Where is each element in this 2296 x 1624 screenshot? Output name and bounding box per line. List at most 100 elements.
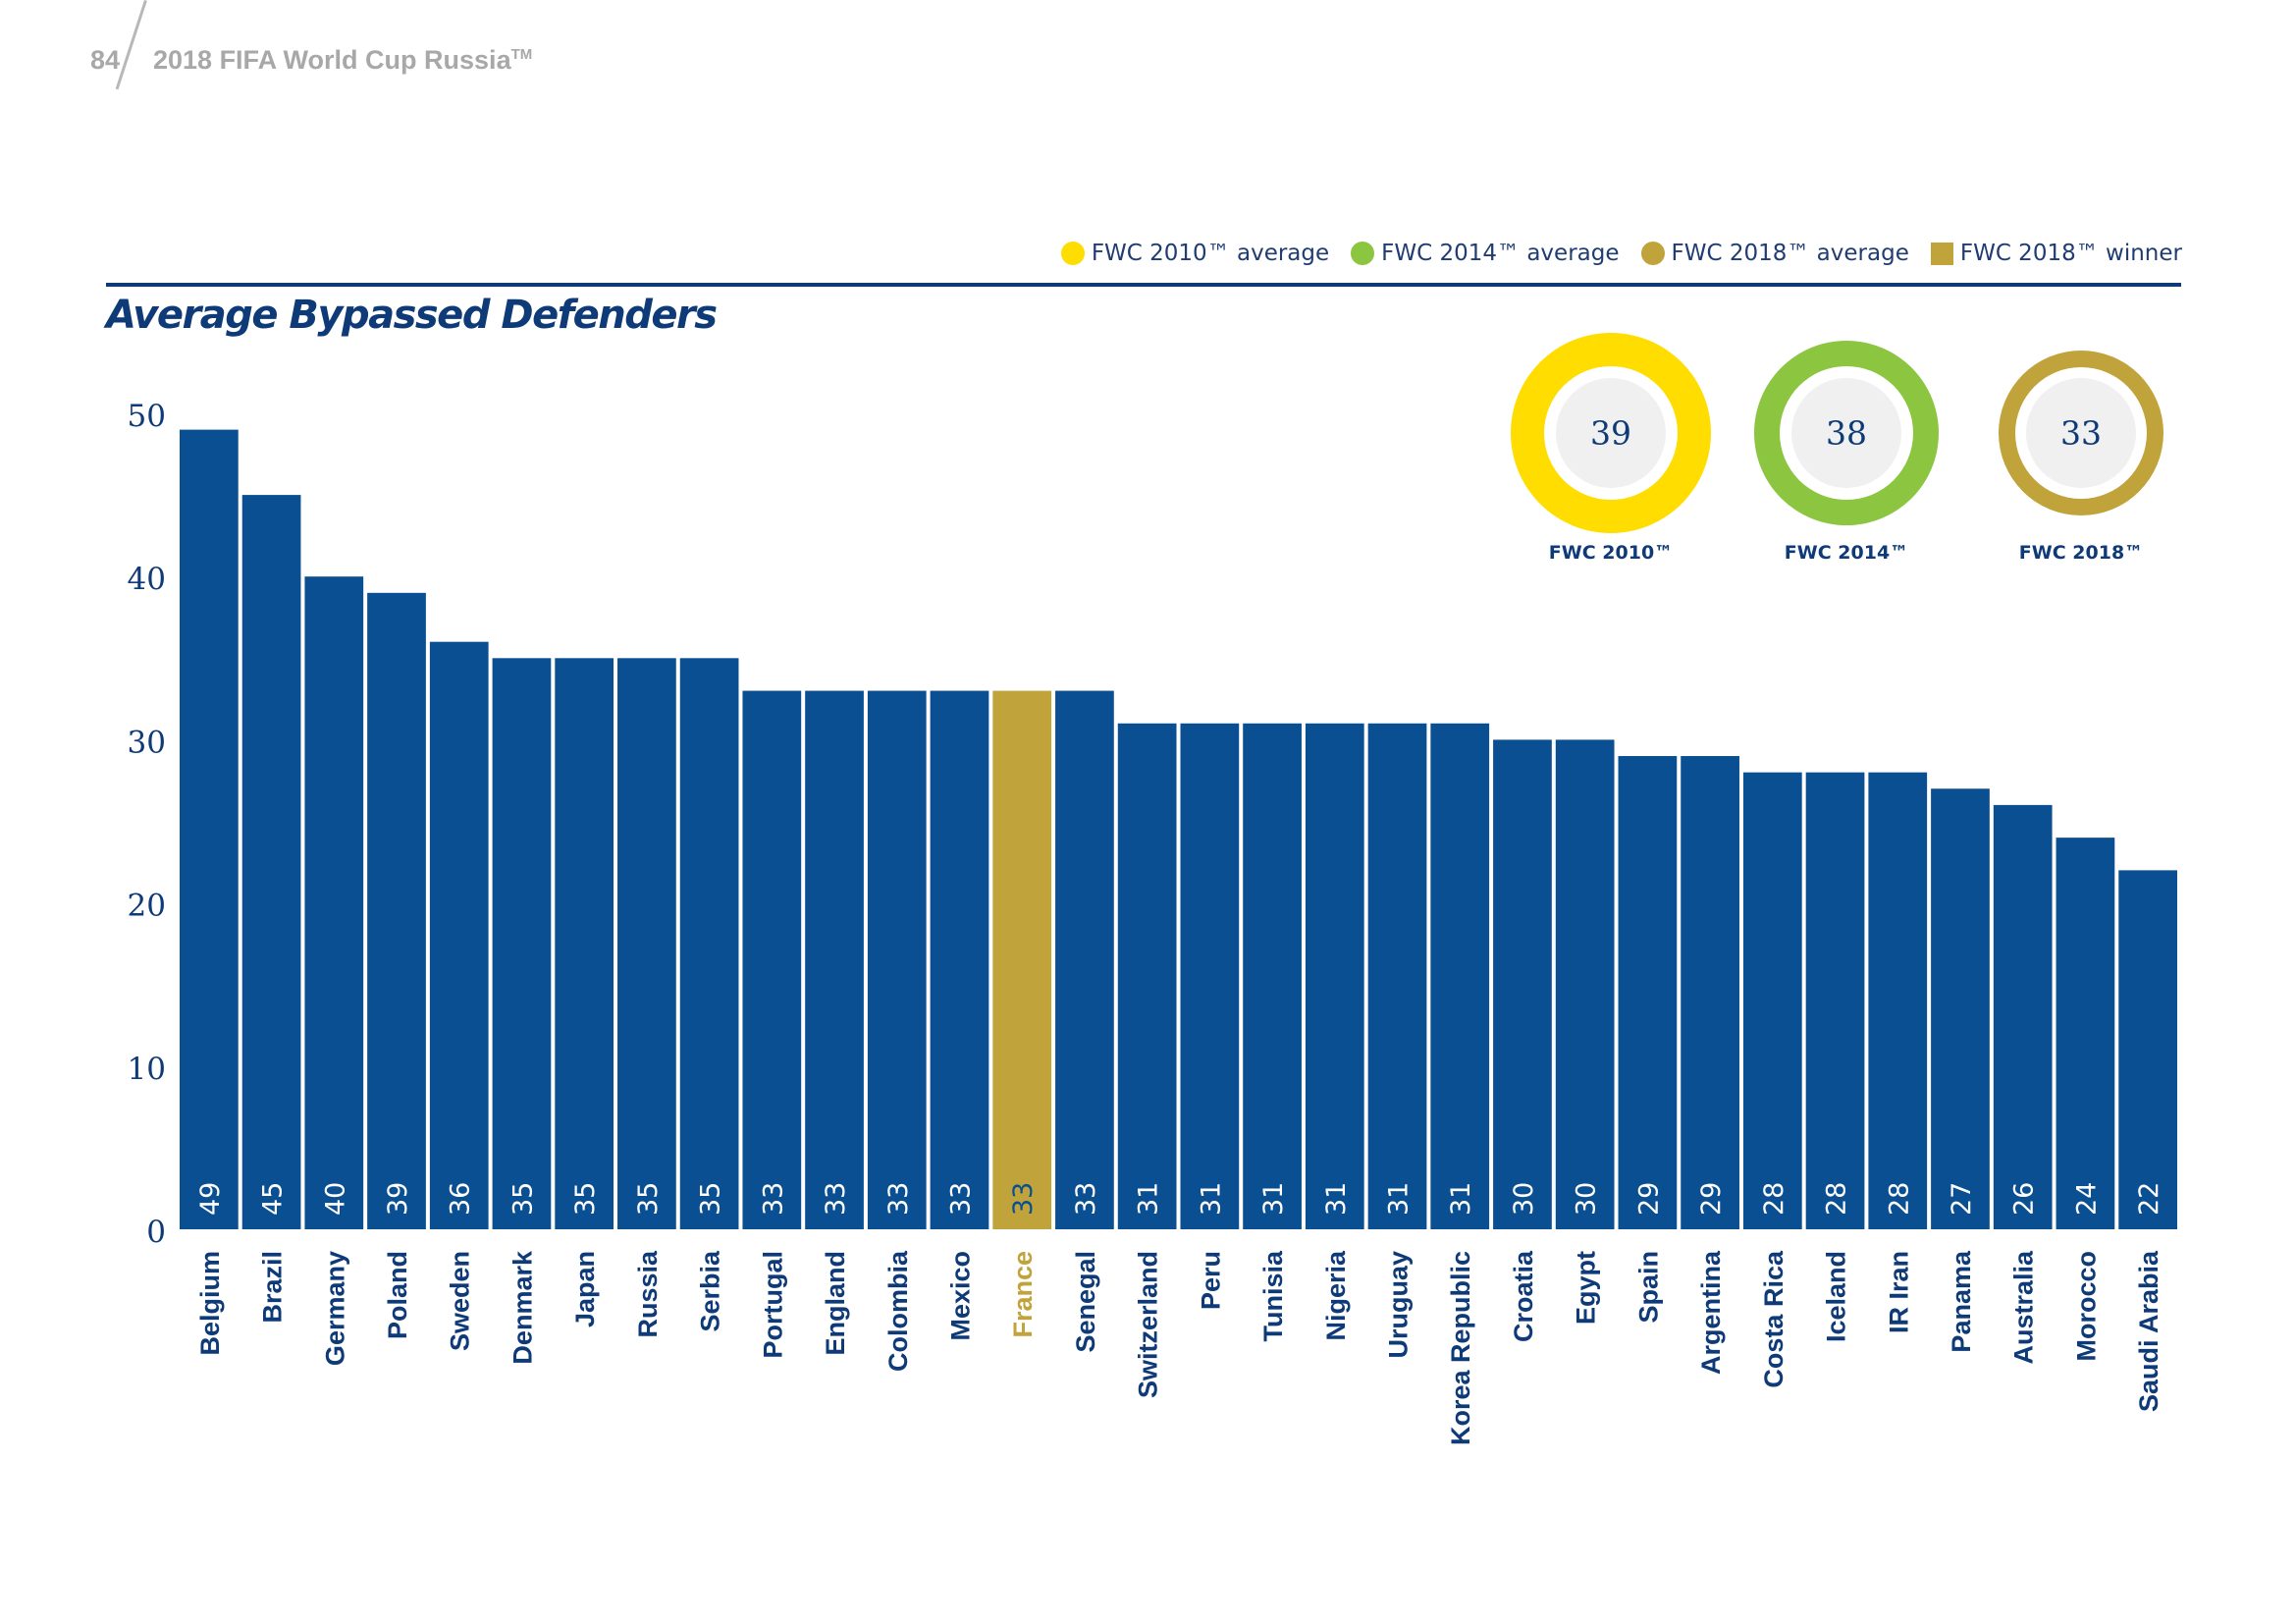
donut-label: FWC 2018™	[2018, 542, 2144, 564]
bar-value-label: 31	[1196, 1182, 1226, 1216]
category-label: Morocco	[2071, 1251, 2101, 1362]
bar-value-label: 29	[1633, 1182, 1664, 1216]
publication-title-text: 2018 FIFA World Cup Russia	[153, 45, 511, 75]
bar	[1931, 788, 1990, 1229]
page-number: 84	[90, 45, 121, 75]
bar-value-label: 31	[1134, 1182, 1164, 1216]
bar-value-label: 31	[1321, 1182, 1352, 1216]
bar-value-label: 35	[696, 1182, 726, 1216]
category-label: Serbia	[696, 1250, 725, 1332]
bar	[492, 658, 552, 1229]
bar	[679, 658, 739, 1229]
donut-graphics	[1511, 333, 2163, 533]
category-label: Saudi Arabia	[2134, 1250, 2163, 1412]
bar-value-label: 24	[2071, 1182, 2102, 1216]
donut-hole	[1556, 378, 1666, 488]
bar-value-label: 27	[1947, 1182, 1977, 1216]
category-label: Spain	[1633, 1251, 1663, 1324]
category-label: Poland	[383, 1251, 412, 1339]
category-label: England	[821, 1251, 850, 1356]
category-label: Switzerland	[1134, 1251, 1163, 1398]
legend-dot-swatch	[1640, 242, 1665, 265]
bar-value-label: 30	[1509, 1182, 1539, 1216]
legend-dot-swatch	[1060, 242, 1085, 265]
bar	[2118, 870, 2177, 1229]
category-label: Senegal	[1071, 1251, 1100, 1353]
bar-value-label: 33	[883, 1182, 914, 1216]
donut-hole	[1791, 378, 1901, 488]
bar	[1305, 723, 1364, 1229]
bar	[617, 658, 676, 1229]
bar	[1493, 739, 1552, 1229]
donut-average-value: 33	[2060, 413, 2102, 453]
legend-label: FWC 2010™ average	[1091, 241, 1330, 266]
bar	[2056, 838, 2115, 1229]
bar-value-label: 45	[258, 1182, 289, 1216]
bar-value-label: 40	[320, 1182, 350, 1216]
bar	[367, 592, 426, 1229]
donut-average-value: 39	[1590, 413, 1631, 453]
bar-value-label: 29	[1696, 1182, 1727, 1216]
y-tick-label: 0	[146, 1215, 166, 1250]
category-label: Peru	[1196, 1251, 1225, 1310]
category-label: Panama	[1947, 1250, 1976, 1353]
category-label: IR Iran	[1884, 1251, 1913, 1333]
bar-value-label: 31	[1258, 1182, 1289, 1216]
bar	[1868, 772, 1928, 1229]
category-label: Australia	[2009, 1250, 2039, 1365]
legend-item: FWC 2018™ average	[1640, 241, 1909, 266]
bar-value-label: 22	[2134, 1182, 2164, 1216]
bar	[805, 690, 864, 1229]
category-label: Uruguay	[1384, 1251, 1414, 1359]
legend-item: FWC 2018™ winner	[1930, 241, 2182, 266]
legend-dot-swatch	[1351, 242, 1375, 265]
bar	[304, 576, 364, 1229]
legend-item: FWC 2014™ average	[1351, 241, 1620, 266]
category-label: Croatia	[1509, 1250, 1538, 1342]
y-tick-label: 40	[128, 562, 166, 597]
bar-value-label: 30	[1572, 1182, 1602, 1216]
bar-value-label: 26	[2009, 1182, 2040, 1216]
chart-legend: FWC 2010™ average FWC 2014™ average FWC 20…	[1060, 241, 2182, 266]
bar	[1681, 756, 1739, 1229]
category-label: Belgium	[195, 1251, 225, 1356]
bar-value-label: 31	[1384, 1182, 1415, 1216]
bar	[1180, 723, 1240, 1229]
category-label: France	[1008, 1251, 1038, 1338]
category-label: Germany	[320, 1251, 349, 1366]
category-label: Egypt	[1572, 1251, 1601, 1325]
bar	[429, 641, 489, 1229]
category-label: Portugal	[758, 1251, 787, 1359]
category-label: Japan	[570, 1251, 600, 1327]
bar	[992, 690, 1052, 1229]
bar-value-label: 33	[758, 1182, 788, 1216]
bar-value-label: 33	[1008, 1182, 1039, 1216]
bar	[930, 690, 989, 1229]
category-label: Korea Republic	[1446, 1251, 1475, 1445]
legend-square-swatch	[1930, 242, 1953, 265]
bar-value-label: 28	[1759, 1182, 1789, 1216]
category-label: Nigeria	[1321, 1250, 1351, 1341]
bar-value-label: 28	[1822, 1182, 1852, 1216]
bar	[1805, 772, 1865, 1229]
bar-value-label: 33	[821, 1182, 851, 1216]
bar	[555, 658, 614, 1229]
bar-value-label: 36	[446, 1182, 476, 1216]
category-label: Mexico	[945, 1251, 975, 1341]
category-label: Sweden	[446, 1251, 475, 1351]
y-tick-label: 20	[128, 889, 166, 924]
bar	[1555, 739, 1615, 1229]
bar	[742, 690, 802, 1229]
bar	[1618, 756, 1678, 1229]
publication-title: 2018 FIFA World Cup RussiaTM	[153, 45, 532, 76]
bar-value-label: 39	[383, 1182, 413, 1216]
bar-value-label: 35	[570, 1182, 601, 1216]
category-label: Russia	[633, 1250, 663, 1338]
category-label: Costa Rica	[1759, 1250, 1789, 1388]
legend-label: FWC 2018™ average	[1671, 241, 1909, 266]
bar	[1742, 772, 1802, 1229]
bar	[1993, 804, 2053, 1229]
y-tick-label: 30	[128, 725, 166, 760]
bar	[1430, 723, 1490, 1229]
